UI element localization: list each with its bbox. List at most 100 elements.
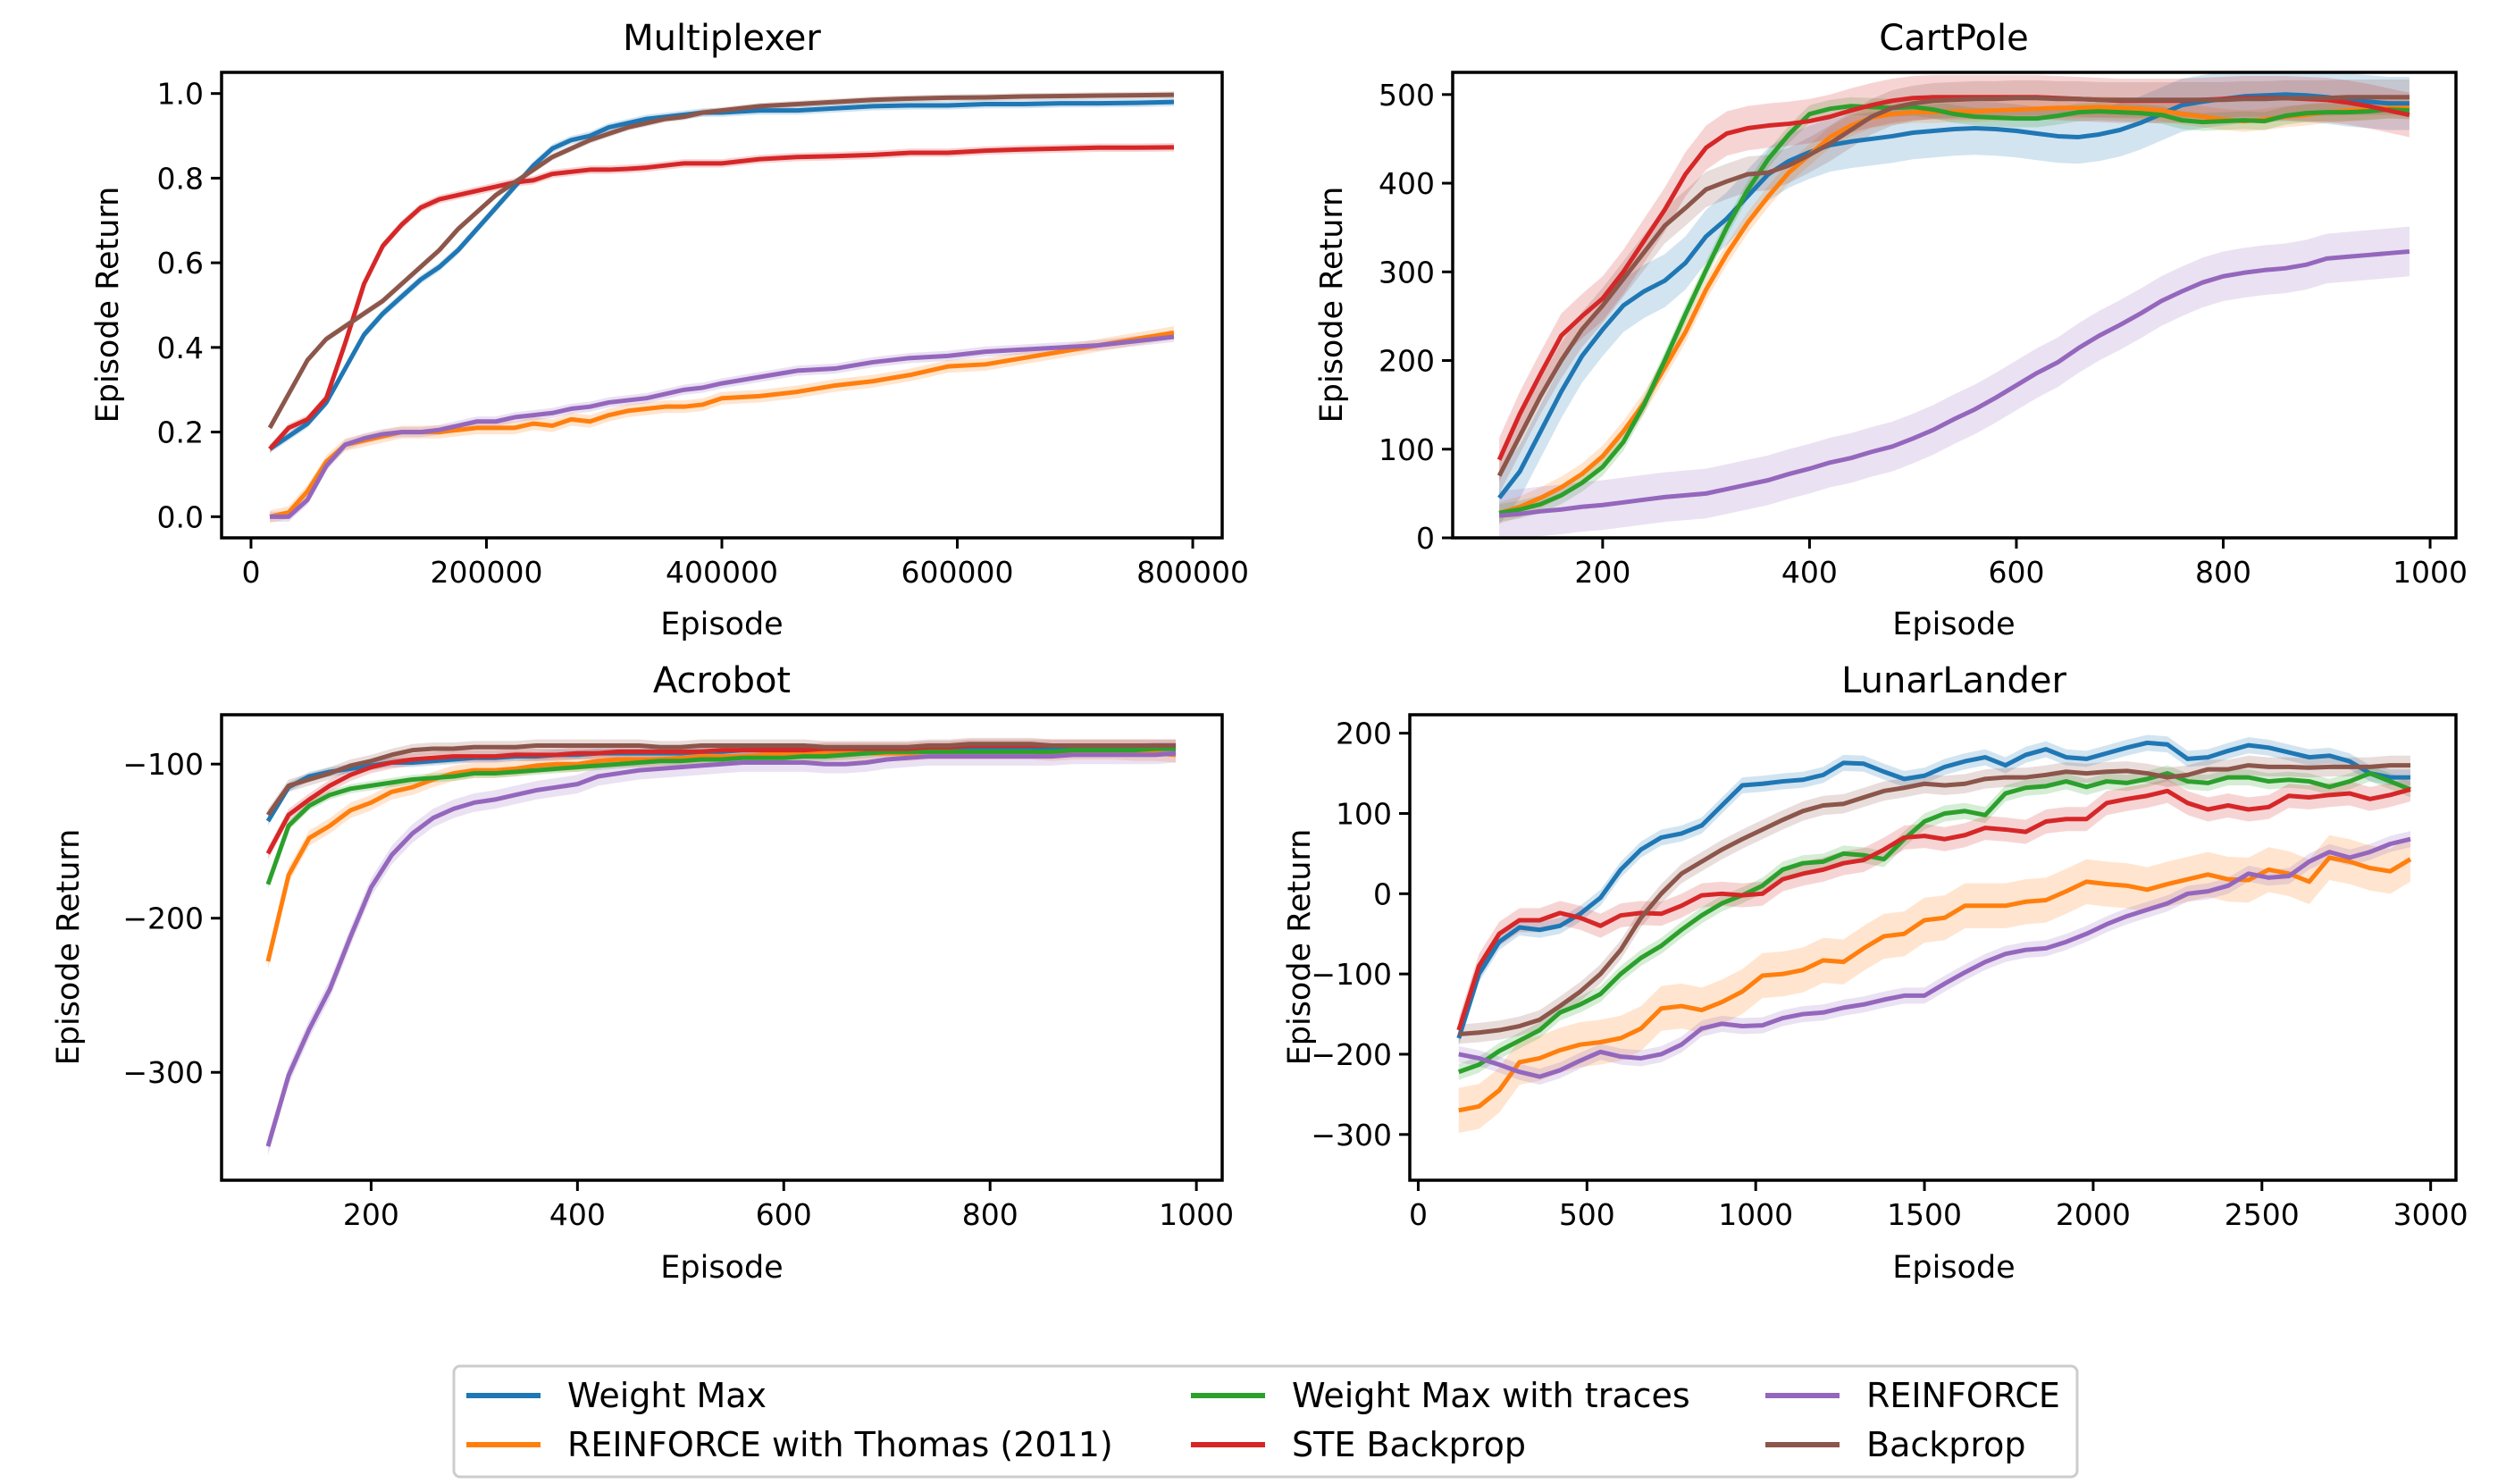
x-axis-label: Episode bbox=[660, 607, 783, 642]
series-line-weight-max-with-traces bbox=[1457, 771, 2411, 1075]
y-tick-label: 100 bbox=[1336, 796, 1392, 831]
y-axis-label: Episode Return bbox=[51, 829, 87, 1066]
y-tick-label: −300 bbox=[122, 1055, 204, 1090]
confidence-band bbox=[1458, 834, 2411, 1134]
x-tick-label: 400 bbox=[1781, 555, 1838, 590]
x-tick-label: 3000 bbox=[2393, 1197, 2468, 1232]
y-tick-label: −200 bbox=[1311, 1037, 1392, 1072]
x-tick-label: 600 bbox=[756, 1197, 812, 1232]
y-tick-label: 400 bbox=[1379, 166, 1435, 201]
y-tick-label: 200 bbox=[1336, 717, 1392, 751]
panel-title: Multiplexer bbox=[623, 18, 821, 59]
x-tick-label: 600000 bbox=[901, 555, 1014, 590]
confidence-band bbox=[1499, 72, 2410, 525]
y-tick-label: 300 bbox=[1379, 255, 1435, 289]
legend-label: STE Backprop bbox=[1292, 1425, 1526, 1464]
x-axis-label: Episode bbox=[1892, 1250, 2015, 1286]
legend-label: REINFORCE with Thomas (2011) bbox=[567, 1425, 1113, 1464]
series-line-weight-max bbox=[268, 99, 1175, 451]
panel-lunarlander: LunarLander Episode Episode Return 0 500 1… bbox=[1282, 660, 2468, 1286]
series-line-ste-backprop bbox=[268, 145, 1175, 451]
x-tick-label: 200 bbox=[343, 1197, 399, 1232]
panel-title: Acrobot bbox=[653, 660, 791, 701]
y-axis-label: Episode Return bbox=[1282, 829, 1318, 1066]
series-line-weight-max-with-traces bbox=[1498, 104, 2410, 516]
series-line-reinforce bbox=[265, 750, 1177, 1147]
plot-area bbox=[1496, 72, 2410, 538]
series-line-reinforce bbox=[1458, 836, 2411, 1079]
x-tick-label: 1000 bbox=[2393, 555, 2468, 590]
y-tick-label: −100 bbox=[122, 747, 204, 782]
legend-item: REINFORCE bbox=[1765, 1376, 2060, 1415]
x-tick-label: 1000 bbox=[1718, 1197, 1793, 1232]
axes-frame bbox=[1451, 71, 2458, 540]
confidence-band bbox=[270, 143, 1174, 454]
panel-title: CartPole bbox=[1879, 18, 2028, 59]
y-tick-label: −200 bbox=[122, 901, 204, 936]
x-tick-label: 200 bbox=[1574, 555, 1630, 590]
y-tick-label: 0.2 bbox=[157, 415, 204, 450]
series-line-backprop bbox=[1496, 95, 2410, 477]
legend-label: REINFORCE bbox=[1866, 1376, 2060, 1415]
y-tick-label: 0.8 bbox=[157, 161, 204, 196]
legend: Weight Max REINFORCE with Thomas (2011) We… bbox=[452, 1364, 2079, 1479]
axes-frame bbox=[1408, 713, 2458, 1182]
x-tick-label: 400000 bbox=[666, 555, 778, 590]
legend-frame bbox=[452, 1364, 2079, 1479]
confidence-band bbox=[267, 743, 1177, 1156]
x-tick-label: 1500 bbox=[1887, 1197, 1962, 1232]
confidence-band bbox=[1499, 226, 2410, 538]
y-axis-label: Episode Return bbox=[1314, 187, 1350, 423]
y-tick-label: 0 bbox=[1416, 521, 1435, 556]
plot-area bbox=[267, 91, 1175, 524]
legend-item: STE Backprop bbox=[1191, 1425, 1526, 1464]
series-line-reinforce bbox=[1498, 248, 2410, 518]
series-line-reinforce bbox=[270, 334, 1175, 519]
x-tick-label: 2500 bbox=[2225, 1197, 2300, 1232]
series-line-weight-max-with-traces bbox=[265, 746, 1177, 885]
panel-title: LunarLander bbox=[1841, 660, 2066, 701]
series-line-weight-max bbox=[1497, 92, 2410, 499]
y-tick-label: 0 bbox=[1373, 876, 1392, 911]
confidence-band bbox=[1458, 831, 2411, 1086]
panel-acrobot: Acrobot Episode Episode Return 200 400 600… bbox=[51, 660, 1234, 1286]
x-tick-label: 800000 bbox=[1136, 555, 1249, 590]
legend-item: Weight Max bbox=[466, 1376, 767, 1415]
y-axis-label: Episode Return bbox=[90, 187, 126, 423]
series-line-backprop bbox=[265, 742, 1177, 817]
axes-frame bbox=[220, 713, 1224, 1182]
legend-item: Backprop bbox=[1765, 1425, 2026, 1464]
x-axis-label: Episode bbox=[1892, 607, 2015, 642]
x-tick-label: 500 bbox=[1559, 1197, 1615, 1232]
plot-area bbox=[265, 737, 1177, 1156]
legend-item: Weight Max with traces bbox=[1191, 1376, 1690, 1415]
y-tick-label: 200 bbox=[1379, 344, 1435, 379]
legend-item: REINFORCE with Thomas (2011) bbox=[466, 1425, 1113, 1464]
y-tick-label: 1.0 bbox=[157, 77, 204, 112]
x-tick-label: 2000 bbox=[2056, 1197, 2131, 1232]
confidence-band bbox=[1499, 74, 2410, 482]
legend-label: Weight Max with traces bbox=[1292, 1376, 1690, 1415]
panel-cartpole: CartPole Episode Episode Return 200 400 60… bbox=[1314, 18, 2468, 642]
panel-multiplexer: Multiplexer Episode Episode Return 0 2000… bbox=[90, 18, 1249, 642]
y-tick-label: −100 bbox=[1311, 957, 1392, 992]
x-tick-label: 0 bbox=[241, 555, 260, 590]
y-tick-label: −300 bbox=[1311, 1118, 1392, 1153]
legend-label: Backprop bbox=[1866, 1425, 2026, 1464]
plot-area bbox=[1456, 734, 2412, 1134]
y-tick-label: 0.4 bbox=[157, 331, 204, 365]
x-tick-label: 0 bbox=[1409, 1197, 1428, 1232]
x-tick-label: 200000 bbox=[430, 555, 542, 590]
x-tick-label: 400 bbox=[549, 1197, 606, 1232]
x-tick-label: 600 bbox=[1988, 555, 2044, 590]
x-tick-label: 1000 bbox=[1159, 1197, 1234, 1232]
y-tick-label: 500 bbox=[1379, 78, 1435, 113]
series-line-ste-backprop bbox=[1456, 787, 2411, 1031]
series-line-reinforce-with-thomas-2011 bbox=[1458, 855, 2412, 1113]
series-line-backprop bbox=[267, 92, 1175, 430]
series-line-backprop bbox=[1458, 763, 2411, 1037]
legend-label: Weight Max bbox=[567, 1376, 767, 1415]
x-tick-label: 800 bbox=[2195, 555, 2251, 590]
x-axis-label: Episode bbox=[660, 1250, 783, 1286]
